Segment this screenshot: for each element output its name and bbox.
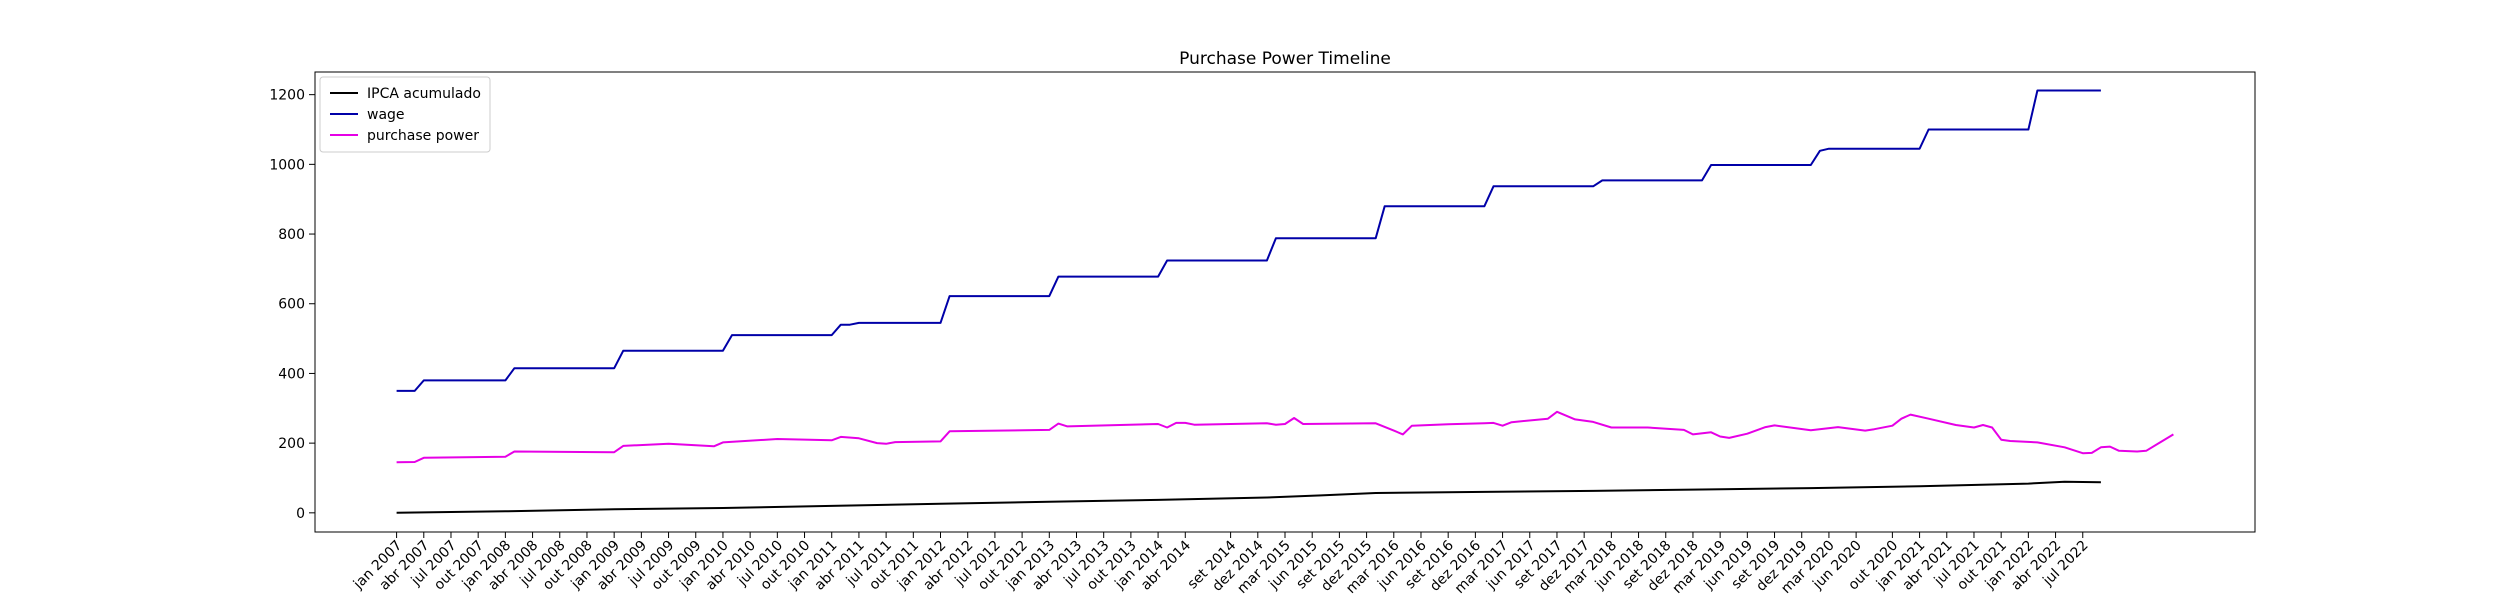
series-line-1 xyxy=(396,89,2101,392)
y-tick-label: 1000 xyxy=(269,157,305,173)
legend-label-2: purchase power xyxy=(367,128,479,144)
legend-box xyxy=(319,76,491,153)
y-tick-label: 1200 xyxy=(269,88,305,104)
series-line-0 xyxy=(396,480,2101,514)
y-tick-label: 600 xyxy=(278,297,305,313)
y-tick-label: 400 xyxy=(278,366,305,382)
legend-label-0: IPCA acumulado xyxy=(367,86,481,102)
series-line-2 xyxy=(396,410,2174,464)
legend-label-1: wage xyxy=(367,107,405,123)
series-layer xyxy=(396,89,2174,514)
chart-title: Purchase Power Timeline xyxy=(1179,49,1391,69)
legend-items: IPCA acumulado wage purchase power xyxy=(330,86,481,144)
legend: IPCA acumulado wage purchase power xyxy=(319,76,491,153)
y-tick-label: 800 xyxy=(278,227,305,243)
y-tick-label: 200 xyxy=(278,436,305,452)
y-tick-label: 0 xyxy=(296,506,305,522)
plot-frame xyxy=(314,71,2256,533)
y-axis: 0 200 400 600 800 1000 1200 xyxy=(269,88,315,522)
